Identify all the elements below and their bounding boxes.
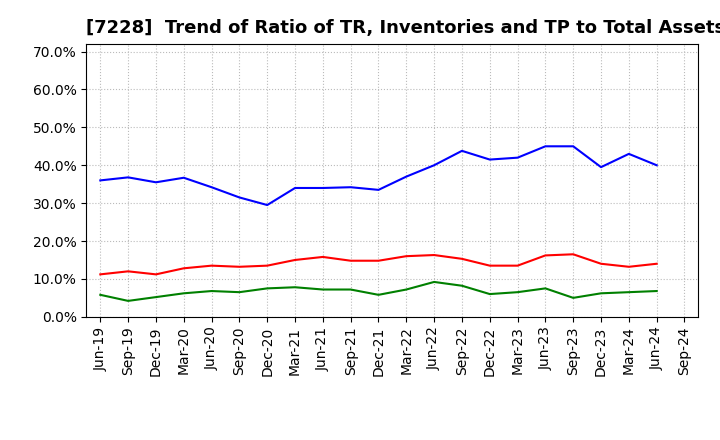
Inventories [318,185,327,191]
Inventories [235,195,243,200]
Trade Receivables [291,257,300,263]
Trade Payables [624,290,633,295]
Trade Receivables [652,261,661,266]
Trade Payables [430,279,438,285]
Trade Receivables [624,264,633,269]
Trade Receivables [152,272,161,277]
Trade Receivables [374,258,383,264]
Trade Payables [124,298,132,304]
Inventories [402,174,410,179]
Inventories [263,202,271,208]
Trade Receivables [179,266,188,271]
Trade Payables [513,290,522,295]
Trade Payables [179,291,188,296]
Inventories [430,163,438,168]
Line: Trade Receivables: Trade Receivables [100,254,657,275]
Trade Payables [235,290,243,295]
Trade Payables [458,283,467,288]
Trade Payables [597,291,606,296]
Trade Receivables [513,263,522,268]
Trade Receivables [96,272,104,277]
Inventories [597,165,606,170]
Trade Receivables [207,263,216,268]
Inventories [541,143,550,149]
Inventories [485,157,494,162]
Trade Payables [291,285,300,290]
Inventories [152,180,161,185]
Trade Payables [207,288,216,293]
Trade Payables [152,294,161,300]
Trade Payables [569,295,577,301]
Inventories [652,163,661,168]
Trade Payables [402,287,410,292]
Inventories [291,185,300,191]
Trade Receivables [485,263,494,268]
Trade Payables [346,287,355,292]
Inventories [124,175,132,180]
Line: Inventories: Inventories [100,146,657,205]
Trade Payables [318,287,327,292]
Text: [7228]  Trend of Ratio of TR, Inventories and TP to Total Assets: [7228] Trend of Ratio of TR, Inventories… [86,19,720,37]
Trade Receivables [402,253,410,259]
Trade Receivables [346,258,355,264]
Trade Receivables [318,254,327,260]
Inventories [179,175,188,180]
Inventories [346,185,355,190]
Trade Receivables [541,253,550,258]
Inventories [96,178,104,183]
Line: Trade Payables: Trade Payables [100,282,657,301]
Trade Receivables [124,269,132,274]
Inventories [513,155,522,160]
Trade Receivables [458,256,467,261]
Trade Payables [96,292,104,297]
Trade Payables [263,286,271,291]
Trade Payables [485,291,494,297]
Inventories [374,187,383,193]
Trade Payables [652,288,661,293]
Trade Receivables [430,253,438,258]
Trade Payables [374,292,383,297]
Trade Receivables [263,263,271,268]
Trade Receivables [235,264,243,269]
Trade Payables [541,286,550,291]
Trade Receivables [569,252,577,257]
Inventories [207,185,216,190]
Inventories [458,148,467,154]
Inventories [624,151,633,157]
Trade Receivables [597,261,606,266]
Inventories [569,143,577,149]
